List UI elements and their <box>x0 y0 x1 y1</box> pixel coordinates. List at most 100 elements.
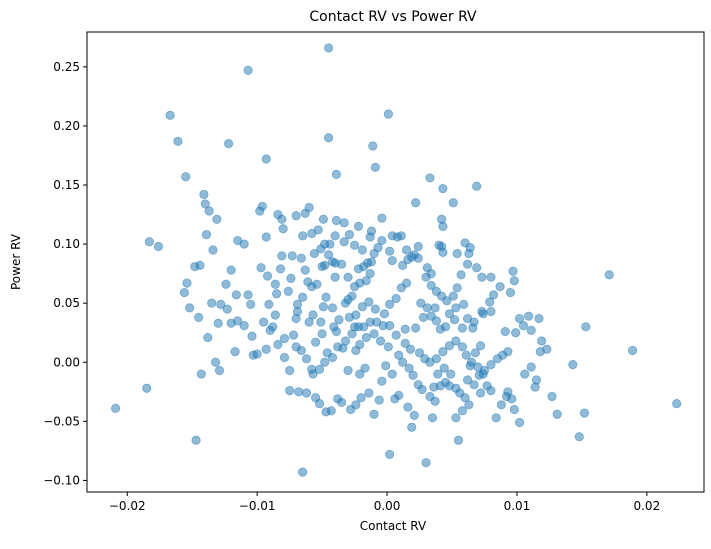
data-point <box>300 265 310 275</box>
data-point <box>259 317 269 327</box>
data-point <box>369 409 379 419</box>
data-point <box>385 449 395 460</box>
data-point <box>485 297 495 307</box>
data-point <box>627 345 638 356</box>
data-point <box>321 292 331 302</box>
data-point <box>262 271 273 281</box>
data-point <box>231 290 241 300</box>
data-point <box>444 341 455 351</box>
data-point <box>368 141 378 151</box>
data-points <box>110 43 682 477</box>
x-tick-label: −0.02 <box>109 499 146 513</box>
data-point <box>343 365 353 376</box>
data-point <box>336 397 347 408</box>
data-point <box>320 260 330 270</box>
data-point <box>391 330 401 340</box>
data-point <box>298 467 308 477</box>
data-point <box>470 348 480 358</box>
data-point <box>211 357 221 367</box>
data-point <box>552 409 562 419</box>
data-point <box>465 243 475 253</box>
data-point <box>207 298 217 308</box>
data-point <box>431 354 442 364</box>
data-point <box>433 369 443 379</box>
y-tick-label: 0.25 <box>53 60 80 74</box>
data-point <box>526 362 536 372</box>
data-point <box>401 245 412 255</box>
data-point <box>199 189 209 200</box>
data-point <box>298 292 308 302</box>
data-point <box>233 316 243 326</box>
data-point <box>203 332 213 343</box>
data-point <box>261 344 271 354</box>
x-axis-label: Contact RV <box>360 519 427 533</box>
data-point <box>408 370 418 380</box>
data-point <box>357 245 367 255</box>
data-point <box>488 290 499 300</box>
data-point <box>344 312 354 322</box>
data-point <box>377 235 387 246</box>
data-point <box>475 388 486 398</box>
data-point <box>200 199 210 209</box>
data-point <box>383 109 393 119</box>
data-point <box>459 299 469 309</box>
data-point <box>214 365 225 376</box>
data-point <box>314 399 325 409</box>
data-point <box>392 232 403 242</box>
data-point <box>426 311 436 321</box>
data-point <box>308 310 318 320</box>
data-point <box>331 169 341 179</box>
data-point <box>360 363 370 373</box>
data-point <box>461 350 471 360</box>
data-point <box>351 400 361 410</box>
data-point <box>261 232 271 242</box>
data-point <box>486 360 496 370</box>
data-point <box>507 394 517 404</box>
data-point <box>374 395 384 405</box>
data-point <box>327 303 338 313</box>
y-tick-label: 0.10 <box>53 237 80 251</box>
data-point <box>477 272 487 282</box>
data-point <box>568 360 578 370</box>
data-point <box>185 303 195 313</box>
data-point <box>500 326 510 337</box>
data-point <box>478 309 488 319</box>
data-point <box>291 342 301 352</box>
data-point <box>537 336 547 346</box>
data-point <box>165 110 175 120</box>
data-point <box>339 218 349 228</box>
chart-title: Contact RV vs Power RV <box>309 9 477 25</box>
data-point <box>361 332 371 343</box>
data-point <box>365 317 375 327</box>
data-point <box>298 231 308 241</box>
data-point <box>255 206 265 216</box>
data-point <box>472 181 482 191</box>
data-point <box>404 363 414 373</box>
data-point <box>356 393 366 403</box>
data-point <box>303 277 313 287</box>
data-point <box>434 240 444 250</box>
data-point <box>462 375 473 385</box>
data-point <box>349 240 360 250</box>
data-point <box>442 296 452 306</box>
data-point <box>365 269 375 279</box>
data-point <box>495 282 505 292</box>
data-point <box>182 278 192 288</box>
data-point <box>457 342 467 352</box>
y-tick-label: 0.15 <box>53 178 80 192</box>
data-point <box>317 329 327 339</box>
data-point <box>288 330 299 340</box>
data-point <box>514 417 525 428</box>
data-point <box>301 388 312 398</box>
data-point <box>430 303 440 313</box>
data-point <box>479 365 490 376</box>
data-point <box>364 388 374 398</box>
data-point <box>307 228 317 239</box>
data-point <box>256 263 266 273</box>
data-point <box>396 283 406 293</box>
data-point <box>272 289 282 299</box>
data-point <box>526 325 536 335</box>
data-point <box>448 198 458 208</box>
